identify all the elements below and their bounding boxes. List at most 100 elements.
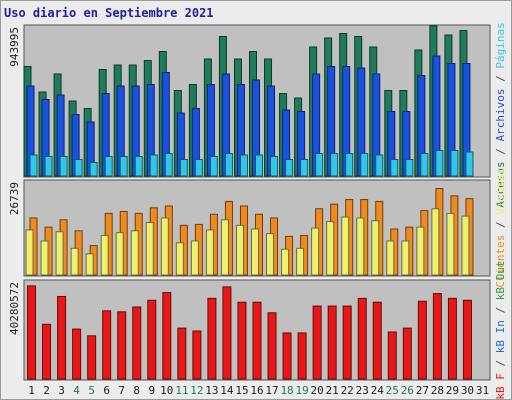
bar-bandwidth-6 (102, 310, 112, 380)
bar-pginas-17 (270, 156, 279, 177)
x-label-day-6: 6 (103, 384, 110, 397)
x-label-day-16: 16 (250, 384, 263, 397)
bar-pginas-1 (29, 154, 38, 177)
bar-pginas-8 (134, 156, 143, 177)
x-label-day-24: 24 (371, 384, 385, 397)
bar-bandwidth-10 (162, 292, 172, 380)
bar-bandwidth-13 (207, 297, 217, 380)
x-label-day-14: 14 (220, 384, 234, 397)
bar-visitas-29 (446, 212, 455, 276)
x-label-day-4: 4 (73, 384, 80, 397)
bar-visitas-2 (40, 240, 49, 276)
bar-bandwidth-25 (387, 331, 397, 380)
bar-visitas-8 (130, 230, 139, 276)
y-max-label-2: 26739 (8, 182, 21, 215)
bar-pginas-24 (375, 154, 384, 177)
bar-visitas-27 (416, 226, 425, 276)
bar-bandwidth-28 (432, 293, 442, 380)
bar-bandwidth-19 (297, 332, 307, 380)
x-label-day-18: 18 (280, 384, 293, 397)
x-label-day-28: 28 (431, 384, 444, 397)
bar-visitas-28 (431, 208, 440, 276)
bar-bandwidth-12 (192, 330, 202, 380)
legend-hits-files-pages: Accesos / Archivos / Páginas (494, 22, 507, 207)
bar-bandwidth-20 (312, 305, 322, 380)
bar-pginas-25 (390, 159, 399, 177)
bar-pginas-28 (435, 150, 444, 177)
bar-pginas-10 (164, 153, 173, 177)
bar-visitas-3 (55, 231, 64, 276)
legend-bandwidth: kB F / kB In / kB Out (494, 260, 507, 399)
bar-bandwidth-14 (222, 286, 232, 380)
bar-visitas-4 (70, 247, 79, 276)
bar-bandwidth-2 (42, 323, 52, 380)
bar-bandwidth-22 (342, 305, 352, 380)
bar-visitas-15 (235, 224, 244, 276)
x-label-day-30: 30 (461, 384, 474, 397)
x-label-day-17: 17 (265, 384, 278, 397)
bar-visitas-26 (401, 240, 410, 276)
bar-bandwidth-16 (252, 301, 262, 380)
bar-visitas-11 (175, 242, 184, 276)
bar-visitas-20 (311, 227, 320, 276)
x-label-day-31: 31 (476, 384, 489, 397)
x-label-day-12: 12 (190, 384, 203, 397)
x-label-day-22: 22 (341, 384, 354, 397)
bar-visitas-7 (115, 232, 124, 276)
bar-visitas-18 (281, 248, 290, 276)
x-label-day-19: 19 (295, 384, 308, 397)
bar-visitas-19 (296, 247, 305, 276)
bar-pginas-21 (330, 153, 339, 177)
bar-pginas-4 (74, 159, 83, 177)
bar-pginas-19 (300, 159, 309, 177)
chart-title: Uso diario en Septiembre 2021 (4, 6, 214, 20)
bar-pginas-23 (360, 153, 369, 177)
bar-pginas-22 (345, 153, 354, 177)
x-label-day-5: 5 (88, 384, 95, 397)
bar-visitas-14 (220, 219, 229, 276)
x-label-day-1: 1 (28, 384, 35, 397)
bar-bandwidth-29 (447, 297, 457, 380)
bar-visitas-16 (251, 228, 259, 276)
x-label-day-25: 25 (386, 384, 399, 397)
x-label-day-8: 8 (133, 384, 140, 397)
bar-bandwidth-24 (372, 301, 382, 380)
y-max-label-1: 943995 (8, 27, 21, 67)
bar-bandwidth-5 (87, 335, 97, 380)
bar-pginas-16 (255, 154, 263, 177)
x-label-day-9: 9 (148, 384, 155, 397)
bar-visitas-24 (371, 220, 380, 276)
x-label-day-3: 3 (58, 384, 65, 397)
bar-visitas-1 (25, 229, 34, 276)
bar-pginas-27 (420, 153, 429, 177)
bar-visitas-23 (356, 217, 365, 276)
bar-pginas-9 (149, 154, 158, 177)
x-label-day-13: 13 (205, 384, 218, 397)
x-label-day-29: 29 (446, 384, 459, 397)
bar-visitas-6 (100, 234, 109, 276)
bar-bandwidth-3 (57, 295, 67, 380)
bar-pginas-20 (315, 153, 324, 177)
bar-visitas-21 (326, 221, 335, 276)
bar-bandwidth-23 (357, 297, 367, 380)
bar-visitas-25 (386, 240, 395, 276)
bar-visitas-5 (85, 253, 94, 276)
x-label-day-10: 10 (160, 384, 173, 397)
bar-pginas-5 (89, 162, 98, 177)
bar-pginas-7 (119, 156, 128, 177)
x-label-day-11: 11 (175, 384, 188, 397)
bar-bandwidth-30 (462, 299, 472, 380)
bar-bandwidth-18 (282, 332, 292, 380)
bar-pginas-11 (179, 159, 188, 177)
bar-visitas-9 (145, 222, 154, 276)
bar-pginas-15 (239, 154, 248, 177)
x-label-day-26: 26 (401, 384, 414, 397)
bar-bandwidth-9 (147, 299, 157, 380)
bar-pginas-6 (104, 156, 113, 177)
bar-bandwidth-11 (177, 327, 187, 380)
bar-pginas-30 (465, 151, 474, 177)
bar-bandwidth-27 (417, 300, 427, 380)
bar-pginas-12 (194, 159, 203, 177)
bar-bandwidth-7 (117, 311, 127, 380)
